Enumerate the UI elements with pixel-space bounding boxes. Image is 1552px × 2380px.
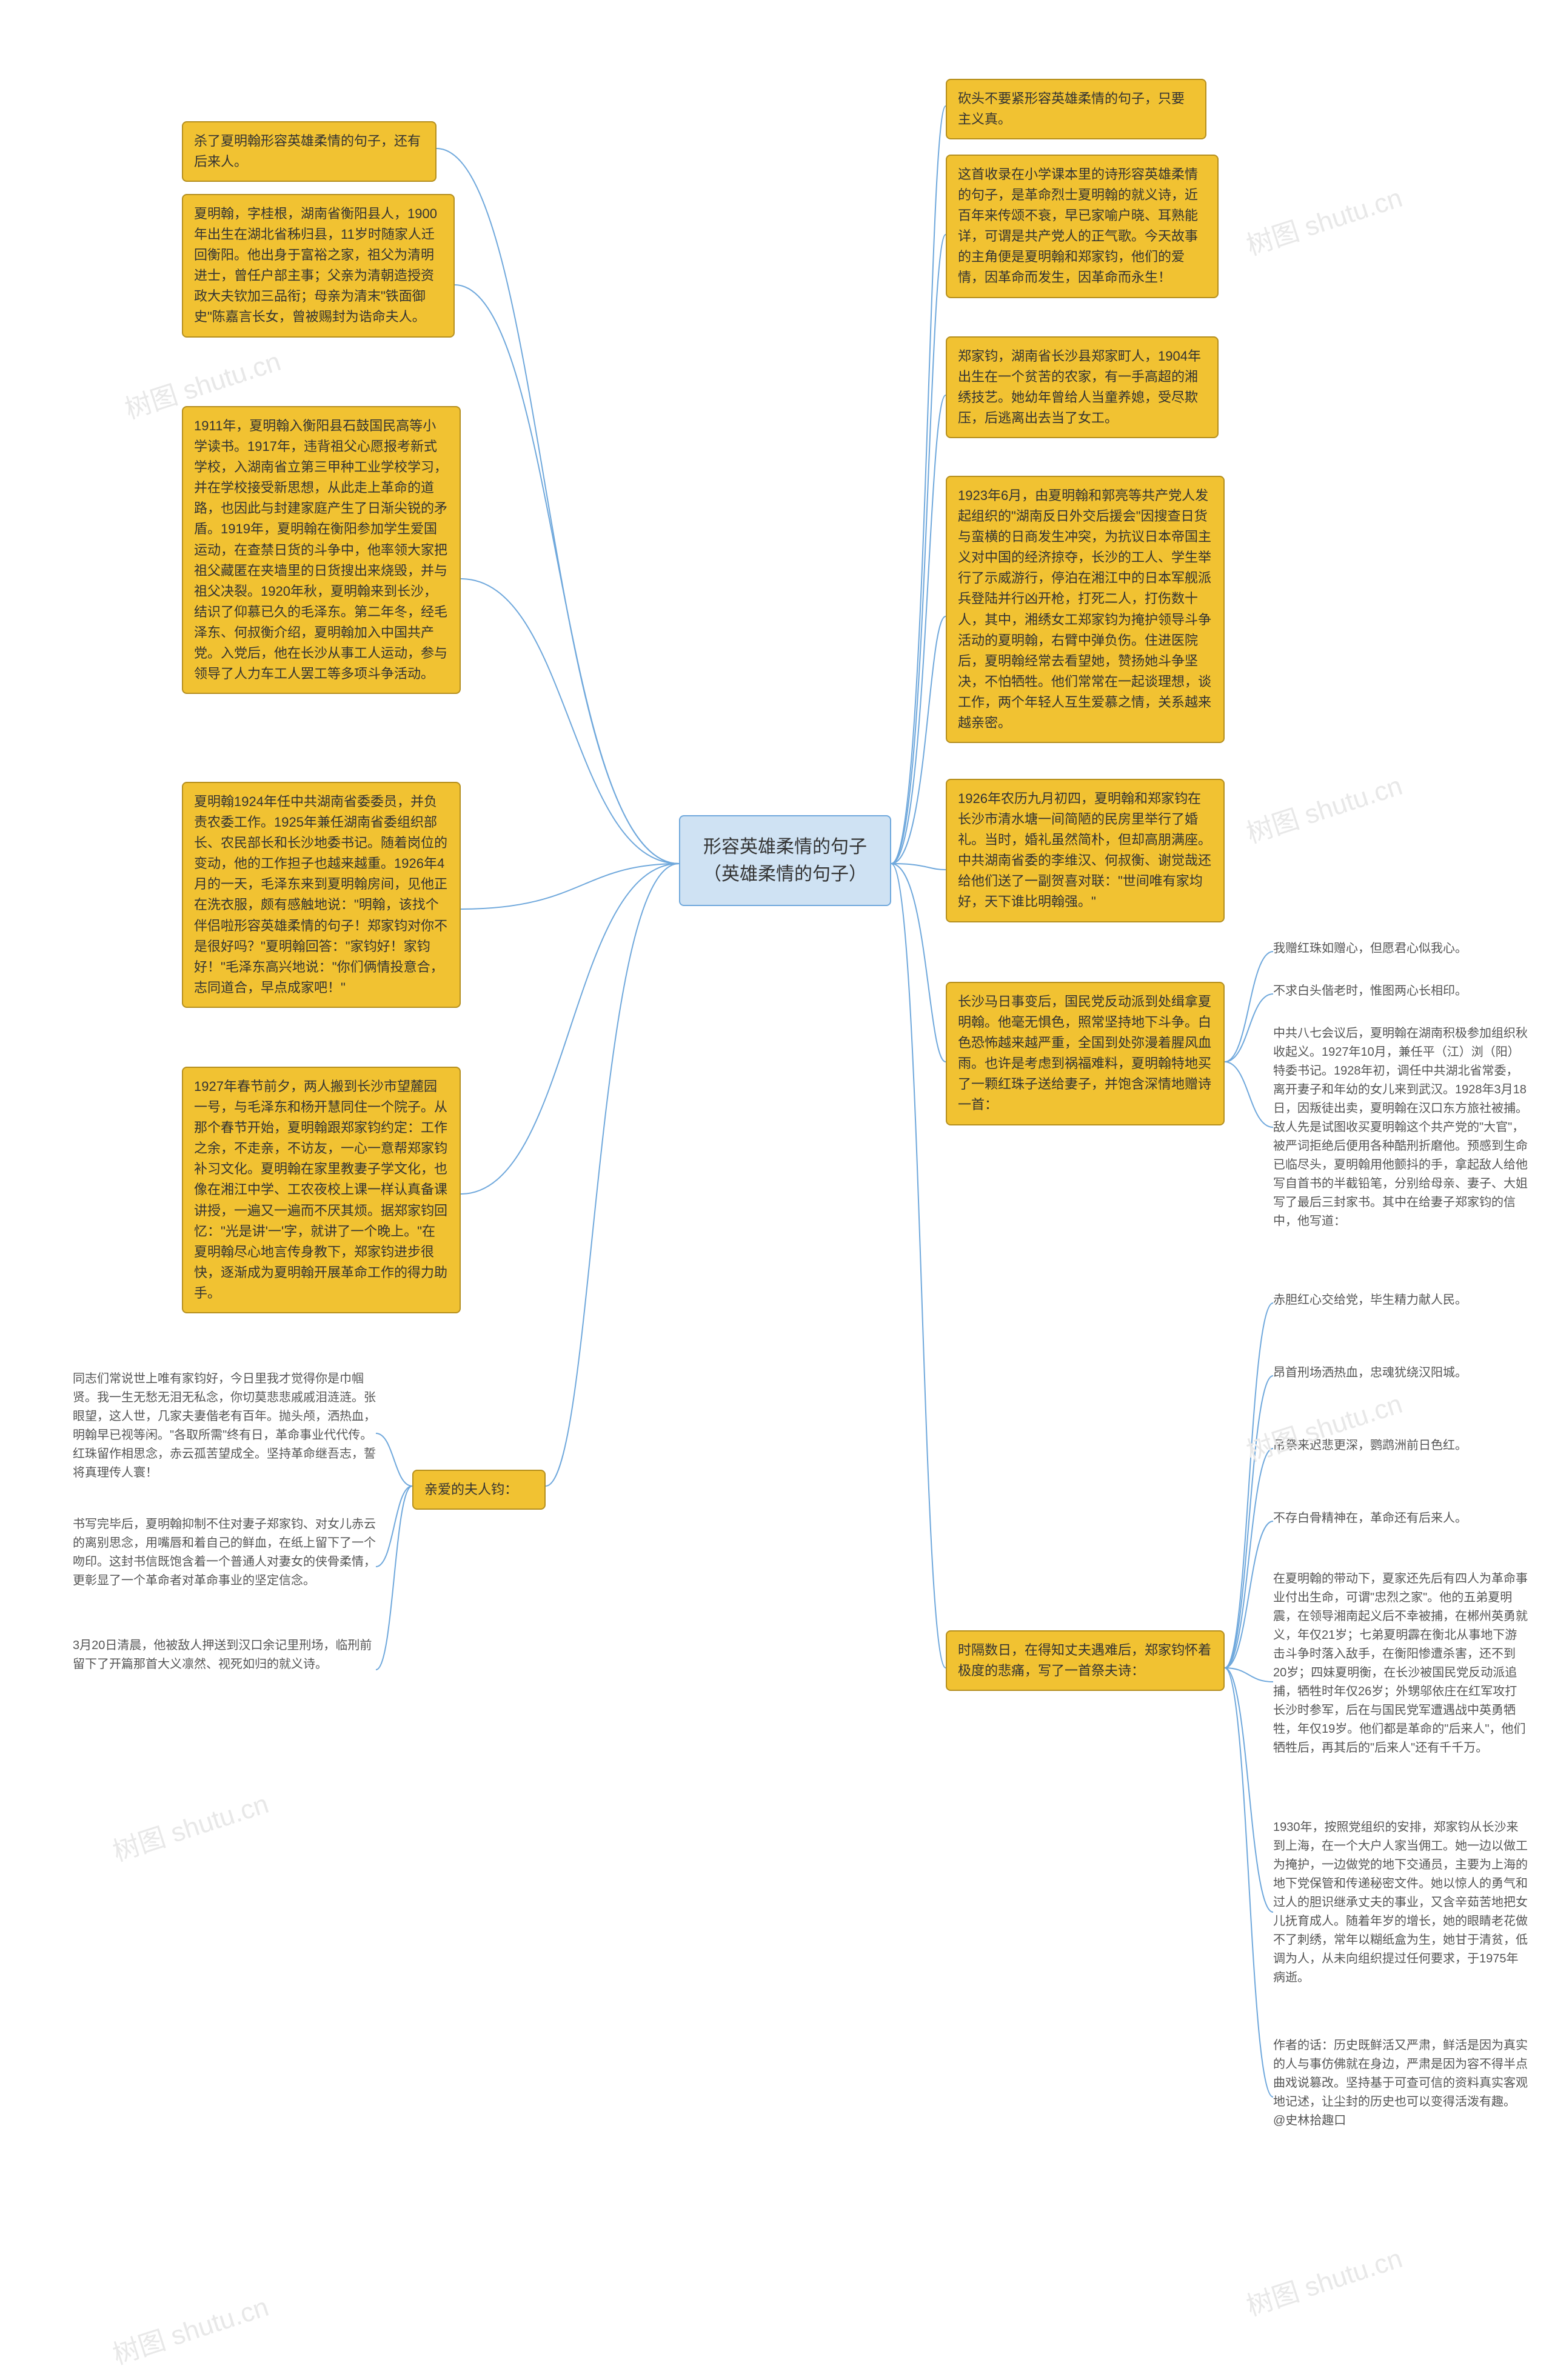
center-node: 形容英雄柔情的句子（英雄柔情的句子） (679, 815, 891, 906)
left-sub-2: 3月20日清晨，他被敌人押送到汉口余记里刑场，临刑前留下了开篇那首大义凛然、视死… (73, 1636, 376, 1674)
right-node-3: 1923年6月，由夏明翰和郭亮等共产党人发起组织的"湖南反日外交后援会"因搜查日… (946, 476, 1225, 743)
right-sub-1: 不求白头偕老时，惟图两心长相印。 (1273, 982, 1504, 1001)
right-node-0: 砍头不要紧形容英雄柔情的句子，只要主义真。 (946, 79, 1206, 139)
watermark: 树图 shutu.cn (107, 1782, 273, 1868)
left-node-1: 夏明翰，字桂根，湖南省衡阳县人，1900年出生在湖北省秭归县，11岁时随家人迁回… (182, 194, 455, 338)
left-node-0: 杀了夏明翰形容英雄柔情的句子，还有后来人。 (182, 121, 436, 182)
watermark: 树图 shutu.cn (1241, 1382, 1406, 1468)
left-sub-1: 书写完毕后，夏明翰抑制不住对妻子郑家钧、对女儿赤云的离别思念，用嘴唇和着自己的鲜… (73, 1515, 376, 1590)
right-sub2-1: 昂首刑场洒热血，忠魂犹绕汉阳城。 (1273, 1364, 1504, 1382)
right-sub2-4: 在夏明翰的带动下，夏家还先后有四人为革命事业付出生命，可谓"忠烈之家"。他的五弟… (1273, 1570, 1528, 1758)
watermark: 树图 shutu.cn (107, 2285, 273, 2372)
right-sub2-5: 1930年，按照党组织的安排，郑家钧从长沙来到上海，在一个大户人家当佣工。她一边… (1273, 1818, 1528, 1987)
right-sub-2: 中共八七会议后，夏明翰在湖南积极参加组织秋收起义。1927年10月，兼任平（江）… (1273, 1024, 1528, 1231)
right-sub2-2: 吊祭来迟悲更深，鹦鹉洲前日色红。 (1273, 1436, 1504, 1455)
right-sub2-6: 作者的话：历史既鲜活又严肃，鲜活是因为真实的人与事仿佛就在身边，严肃是因为容不得… (1273, 2036, 1528, 2130)
watermark: 树图 shutu.cn (1241, 764, 1406, 850)
left-node-4: 1927年春节前夕，两人搬到长沙市望麓园一号，与毛泽东和杨开慧同住一个院子。从那… (182, 1067, 461, 1313)
right-sub2-0: 赤胆红心交给党，毕生精力献人民。 (1273, 1291, 1504, 1310)
watermark: 树图 shutu.cn (1241, 2236, 1406, 2323)
right-node-6: 时隔数日，在得知丈夫遇难后，郑家钧怀着极度的悲痛，写了一首祭夫诗： (946, 1630, 1225, 1691)
right-sub-0: 我赠红珠如赠心，但愿君心似我心。 (1273, 939, 1504, 958)
right-node-2: 郑家钧，湖南省长沙县郑家町人，1904年出生在一个贫苦的农家，有一手高超的湘绣技… (946, 336, 1219, 438)
right-sub2-3: 不存白骨精神在，革命还有后来人。 (1273, 1509, 1504, 1528)
right-node-1: 这首收录在小学课本里的诗形容英雄柔情的句子，是革命烈士夏明翰的就义诗，近百年来传… (946, 155, 1219, 298)
left-node-2: 1911年，夏明翰入衡阳县石鼓国民高等小学读书。1917年，违背祖父心愿报考新式… (182, 406, 461, 694)
left-sub-0: 同志们常说世上唯有家钧好，今日里我才觉得你是巾帼贤。我一生无愁无泪无私念，你切莫… (73, 1370, 376, 1482)
left-node-3: 夏明翰1924年任中共湖南省委委员，并负责农委工作。1925年兼任湖南省委组织部… (182, 782, 461, 1008)
watermark: 树图 shutu.cn (1241, 176, 1406, 262)
right-node-5: 长沙马日事变后，国民党反动派到处缉拿夏明翰。他毫无惧色，照常坚持地下斗争。白色恐… (946, 982, 1225, 1125)
right-node-4: 1926年农历九月初四，夏明翰和郑家钧在长沙市清水塘一间简陋的民房里举行了婚礼。… (946, 779, 1225, 922)
left-sub-parent: 亲爱的夫人钧： (412, 1470, 546, 1510)
